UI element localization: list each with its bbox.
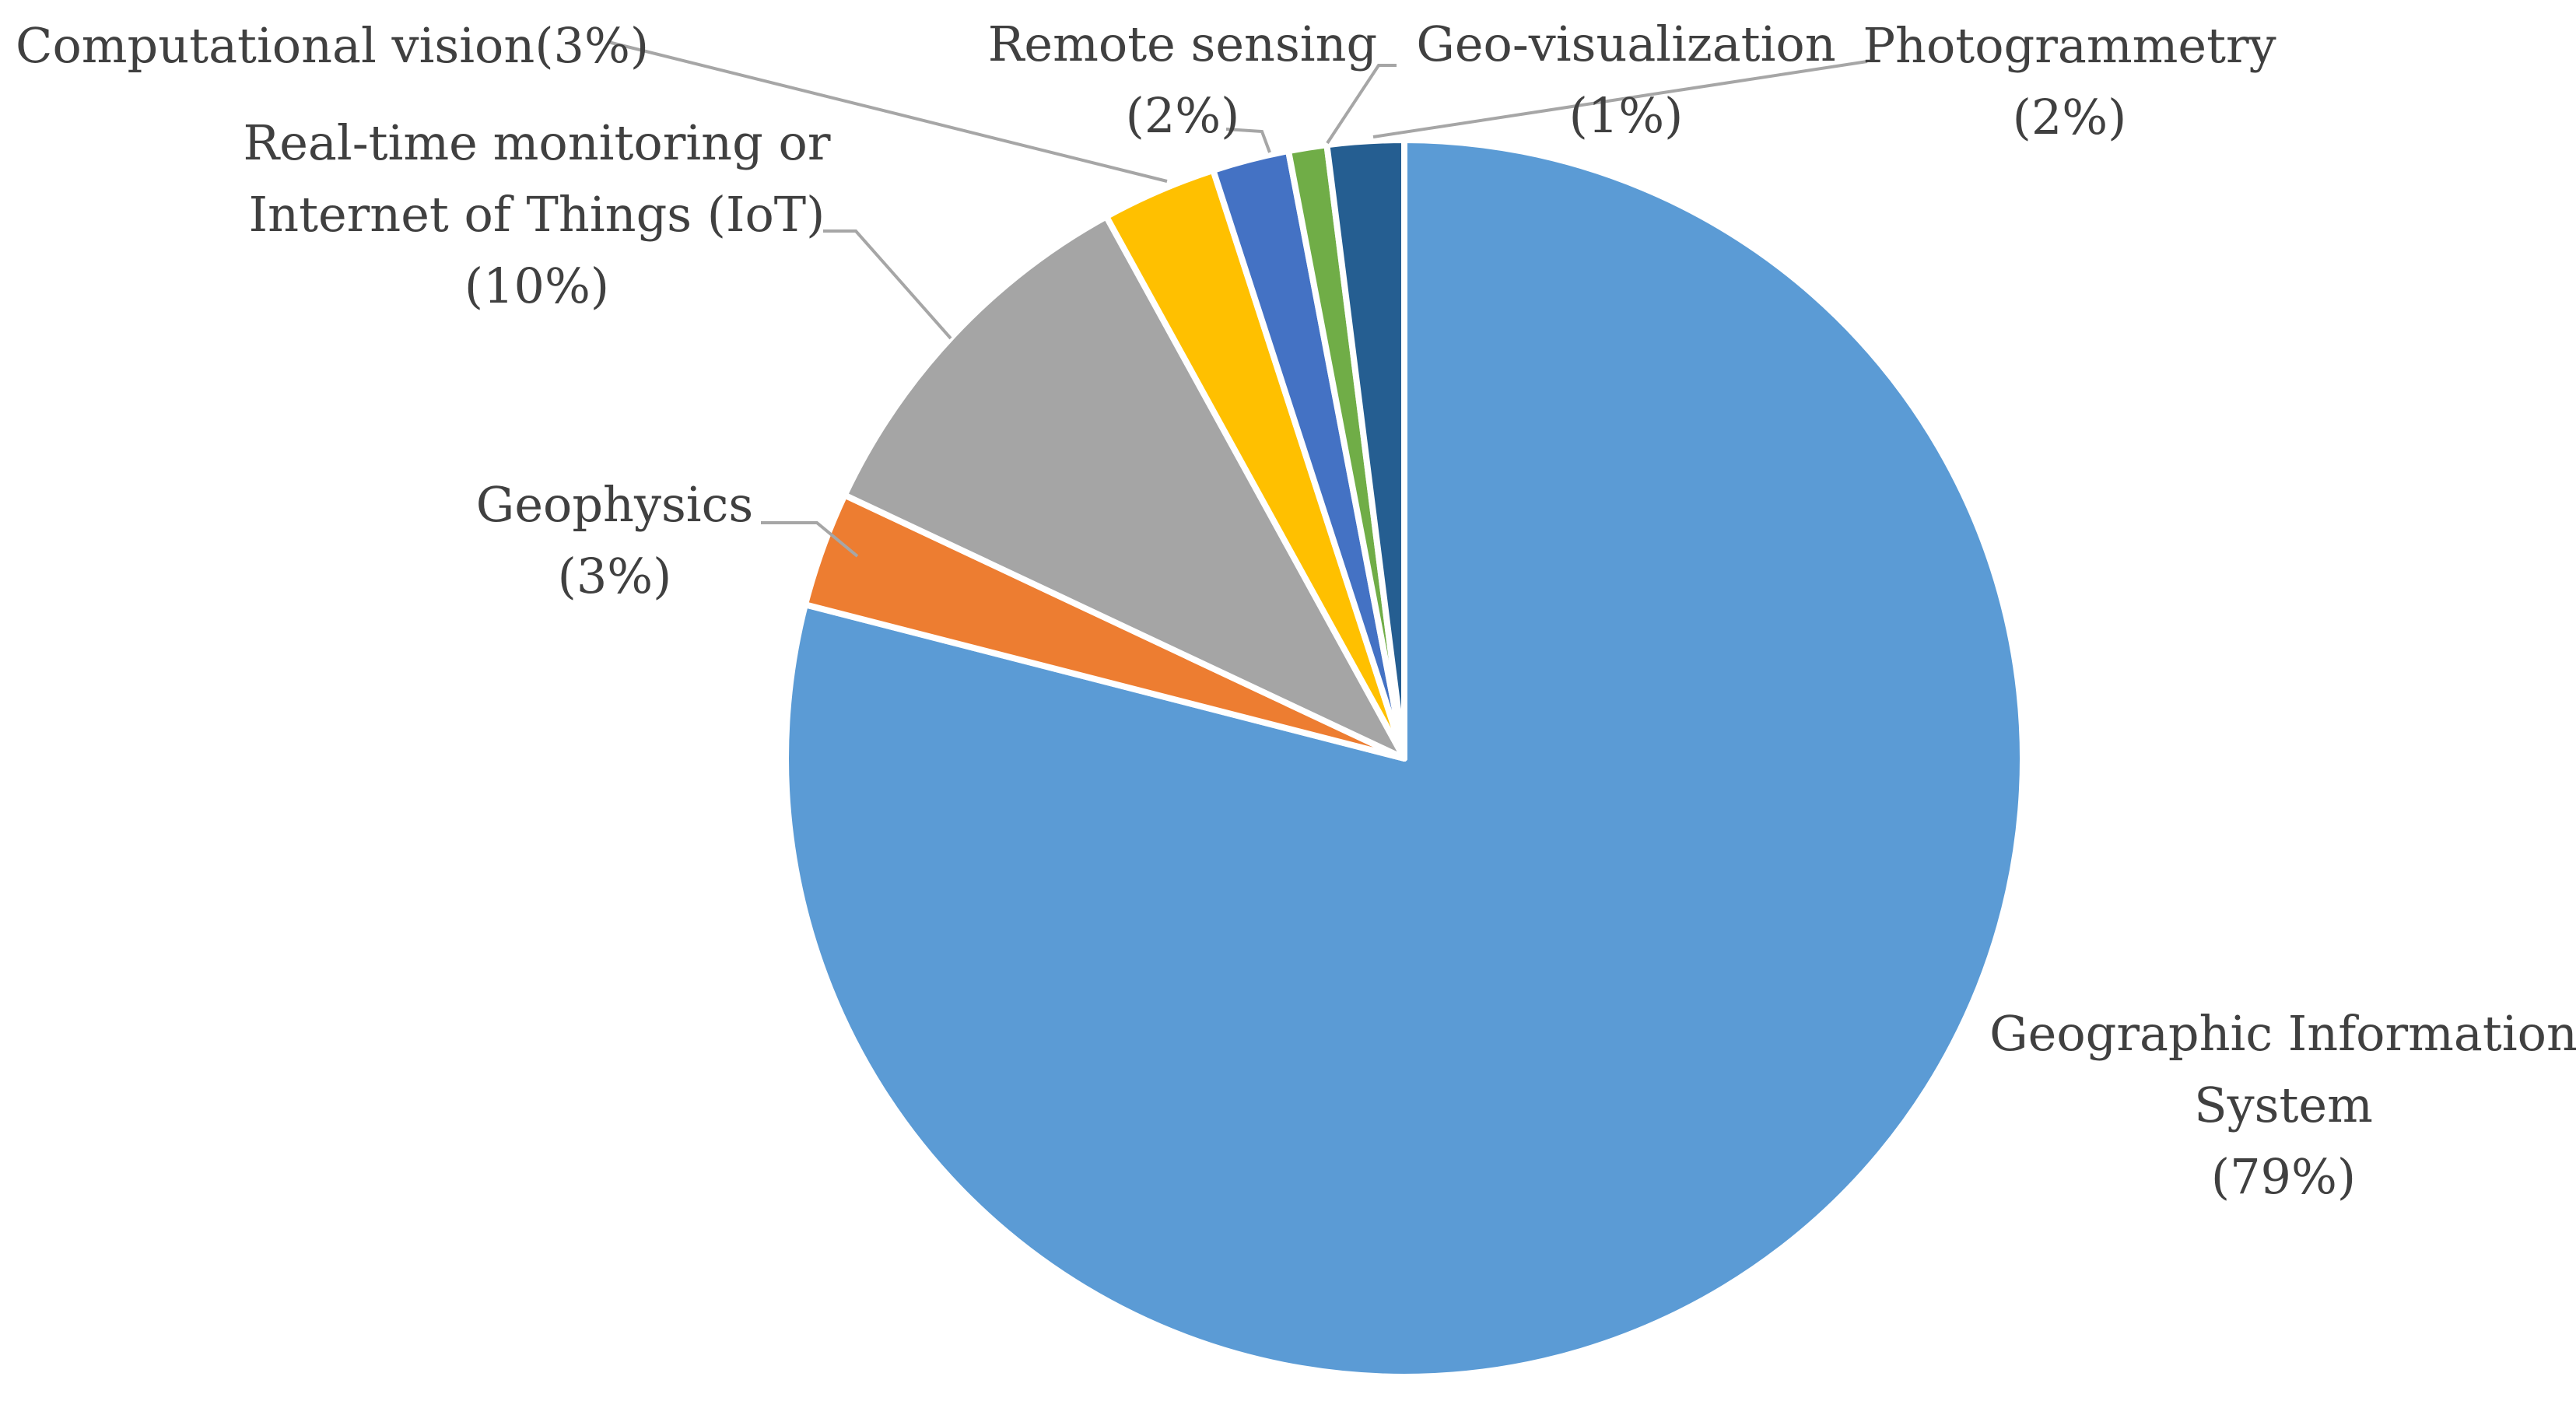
slice-label-line: Geo-visualization: [1416, 16, 1835, 72]
slice-label-line: (1%): [1569, 87, 1684, 144]
leader-line-real-time-monitoring-or-internet-of-things-iot: [823, 229, 952, 340]
slice-label-photogrammetry: Photogrammetry (2%): [1863, 17, 2276, 145]
slice-label-line: Geographic Information: [1989, 1005, 2576, 1062]
slice-label-line: (79%): [2211, 1148, 2356, 1205]
slice-label-line: System: [2194, 1077, 2373, 1133]
slice-label-line: (2%): [1126, 87, 1240, 144]
slice-label-geo-visualization: Geo-visualization (1%): [1416, 16, 1835, 144]
leader-line-remote-sensing: [1225, 128, 1271, 153]
slice-label-line: Geophysics: [476, 476, 753, 533]
slice-label-line: Computational vision(3%): [16, 17, 649, 74]
slice-label-computational-vision: Computational vision(3%): [16, 17, 649, 74]
leader-line-geo-visualization: [1326, 64, 1397, 145]
slice-label-line: Internet of Things (IoT): [249, 186, 825, 243]
leader-line-computational-vision: [608, 40, 1168, 183]
slice-labels: Geographic Information System (79%) Geophys…: [16, 16, 2576, 1205]
slice-label-real-time-monitoring-or-internet-of-things-iot: Real-time monitoring or Internet of Thing…: [244, 114, 831, 314]
slice-label-remote-sensing: Remote sensing (2%): [988, 16, 1378, 144]
leader-line-photogrammetry: [1372, 60, 1868, 138]
slice-label-line: Photogrammetry: [1863, 17, 2276, 74]
slice-label-line: Remote sensing: [988, 16, 1378, 72]
pie-slice-photogrammetry: [1323, 137, 1407, 762]
pie-slices: [783, 137, 2026, 1380]
leader-line-geophysics: [761, 521, 859, 558]
slice-label-line: (3%): [558, 548, 672, 604]
leader-lines: [608, 40, 1868, 558]
slice-label-geographic-information-system: Geographic Information System (79%): [1989, 1005, 2576, 1205]
slice-label-line: (10%): [464, 257, 609, 314]
slice-label-line: Real-time monitoring or: [244, 114, 831, 171]
slice-label-geophysics: Geophysics (3%): [476, 476, 753, 604]
slice-label-line: (2%): [2013, 89, 2127, 145]
pie-slice-real-time-monitoring-or-internet-of-things-iot: [841, 213, 1407, 762]
